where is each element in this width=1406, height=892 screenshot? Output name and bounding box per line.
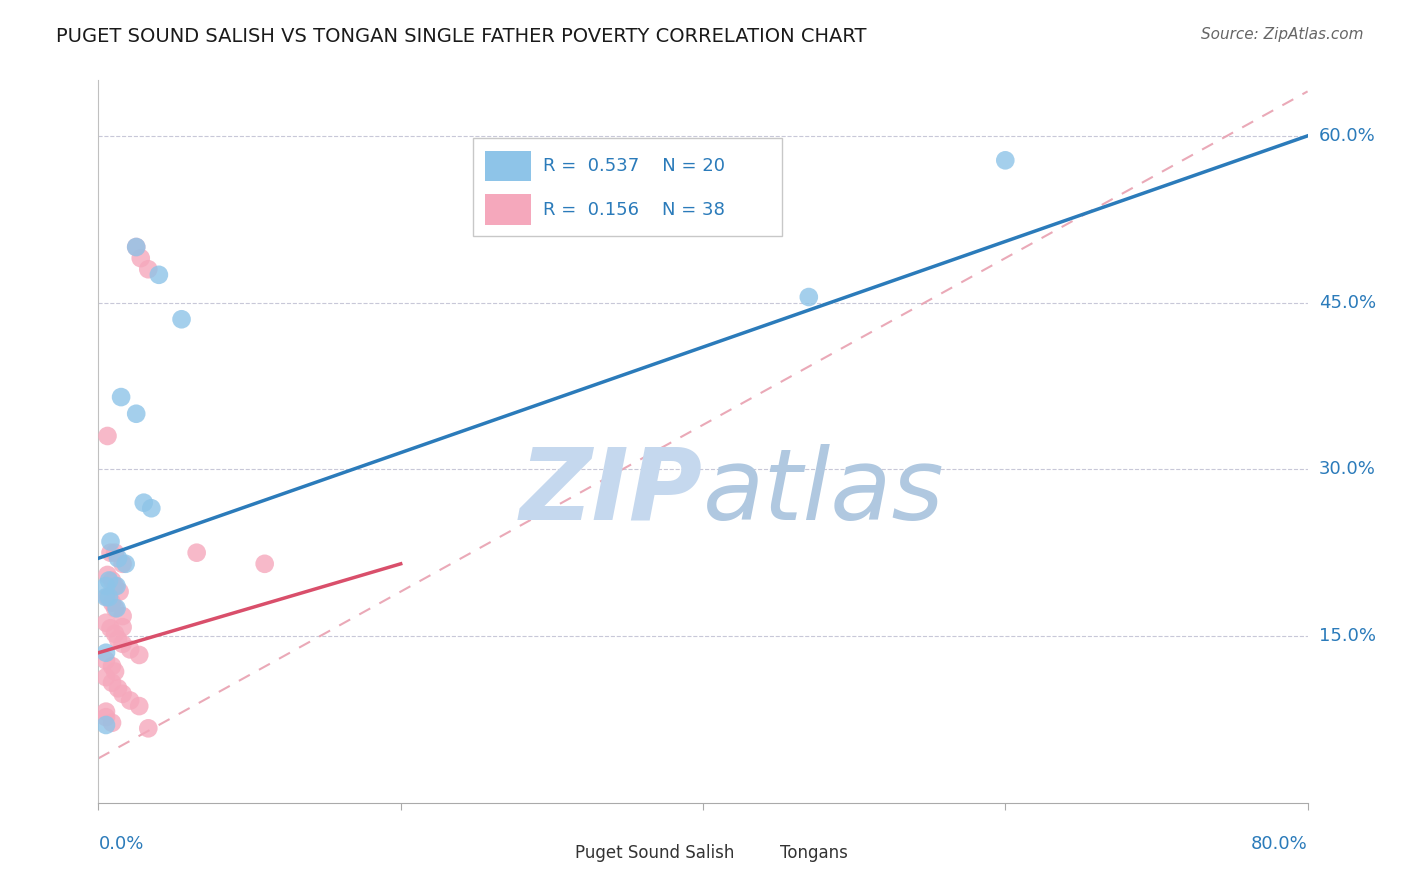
Point: [128, 699, 150, 714]
Point: [107, 551, 129, 566]
Point: [101, 675, 124, 690]
Point: [105, 601, 128, 615]
Point: [141, 501, 163, 516]
Text: 45.0%: 45.0%: [1319, 293, 1376, 311]
Point: [101, 659, 124, 673]
Point: [125, 240, 148, 254]
Point: [101, 596, 124, 610]
Point: [148, 268, 170, 282]
Point: [94, 579, 117, 593]
Point: [797, 290, 820, 304]
Point: [94, 718, 117, 732]
Text: ZIP: ZIP: [520, 443, 703, 541]
FancyBboxPatch shape: [727, 842, 766, 865]
Text: 15.0%: 15.0%: [1319, 627, 1375, 645]
Point: [108, 584, 131, 599]
Point: [104, 579, 127, 593]
FancyBboxPatch shape: [485, 151, 531, 181]
Point: [125, 240, 148, 254]
Point: [98, 574, 121, 588]
Point: [107, 681, 129, 696]
Text: Source: ZipAtlas.com: Source: ZipAtlas.com: [1201, 27, 1364, 42]
Point: [111, 687, 134, 701]
Point: [129, 251, 152, 265]
FancyBboxPatch shape: [485, 194, 531, 225]
Point: [94, 646, 117, 660]
Point: [136, 262, 159, 277]
Point: [94, 670, 117, 684]
Point: [125, 407, 148, 421]
Point: [101, 715, 124, 730]
Point: [101, 574, 124, 588]
FancyBboxPatch shape: [522, 842, 561, 865]
Point: [111, 637, 134, 651]
Point: [105, 579, 128, 593]
Point: [100, 621, 122, 635]
Point: [136, 722, 159, 736]
Point: [114, 557, 136, 571]
Point: [100, 546, 122, 560]
Point: [94, 653, 117, 667]
Point: [128, 648, 150, 662]
Point: [94, 590, 117, 604]
Point: [170, 312, 193, 326]
FancyBboxPatch shape: [474, 138, 782, 235]
Point: [104, 627, 127, 641]
Point: [132, 496, 155, 510]
Text: atlas: atlas: [703, 443, 945, 541]
Point: [120, 642, 142, 657]
Point: [104, 546, 127, 560]
Point: [120, 693, 142, 707]
Point: [111, 609, 134, 624]
Point: [104, 665, 127, 679]
Point: [186, 546, 208, 560]
Text: 30.0%: 30.0%: [1319, 460, 1375, 478]
Point: [111, 620, 134, 634]
Point: [96, 429, 118, 443]
Point: [94, 710, 117, 724]
Text: 0.0%: 0.0%: [98, 835, 143, 854]
Text: 80.0%: 80.0%: [1251, 835, 1308, 854]
Point: [107, 632, 129, 647]
Point: [111, 557, 134, 571]
Point: [96, 568, 118, 582]
Text: R =  0.156    N = 38: R = 0.156 N = 38: [543, 201, 725, 219]
Text: Puget Sound Salish: Puget Sound Salish: [575, 845, 734, 863]
Text: 60.0%: 60.0%: [1319, 127, 1375, 145]
Point: [98, 590, 121, 604]
Point: [253, 557, 276, 571]
Point: [94, 705, 117, 719]
Text: PUGET SOUND SALISH VS TONGAN SINGLE FATHER POVERTY CORRELATION CHART: PUGET SOUND SALISH VS TONGAN SINGLE FATH…: [56, 27, 866, 45]
Point: [104, 601, 127, 615]
Point: [96, 590, 118, 604]
Point: [94, 615, 117, 630]
Point: [110, 390, 132, 404]
Point: [100, 534, 122, 549]
Text: Tongans: Tongans: [780, 845, 848, 863]
Point: [994, 153, 1017, 168]
Text: R =  0.537    N = 20: R = 0.537 N = 20: [543, 157, 725, 175]
